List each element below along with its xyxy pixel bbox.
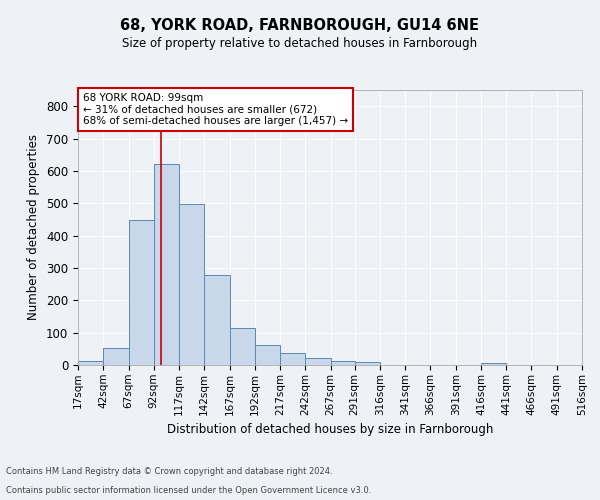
- Bar: [481, 362, 506, 365]
- Bar: [103, 348, 128, 365]
- Text: Contains public sector information licensed under the Open Government Licence v3: Contains public sector information licen…: [6, 486, 371, 495]
- X-axis label: Distribution of detached houses by size in Farnborough: Distribution of detached houses by size …: [167, 423, 493, 436]
- Bar: [305, 358, 331, 365]
- Bar: [255, 345, 280, 365]
- Bar: [280, 353, 305, 365]
- Bar: [331, 361, 355, 365]
- Text: 68 YORK ROAD: 99sqm
← 31% of detached houses are smaller (672)
68% of semi-detac: 68 YORK ROAD: 99sqm ← 31% of detached ho…: [83, 93, 348, 126]
- Bar: [128, 220, 154, 365]
- Bar: [230, 328, 255, 365]
- Bar: [355, 362, 380, 365]
- Bar: [78, 361, 103, 365]
- Text: Size of property relative to detached houses in Farnborough: Size of property relative to detached ho…: [122, 38, 478, 51]
- Bar: [154, 164, 179, 365]
- Bar: [179, 204, 204, 365]
- Text: Contains HM Land Registry data © Crown copyright and database right 2024.: Contains HM Land Registry data © Crown c…: [6, 467, 332, 476]
- Text: 68, YORK ROAD, FARNBOROUGH, GU14 6NE: 68, YORK ROAD, FARNBOROUGH, GU14 6NE: [121, 18, 479, 32]
- Bar: [204, 275, 230, 365]
- Y-axis label: Number of detached properties: Number of detached properties: [28, 134, 40, 320]
